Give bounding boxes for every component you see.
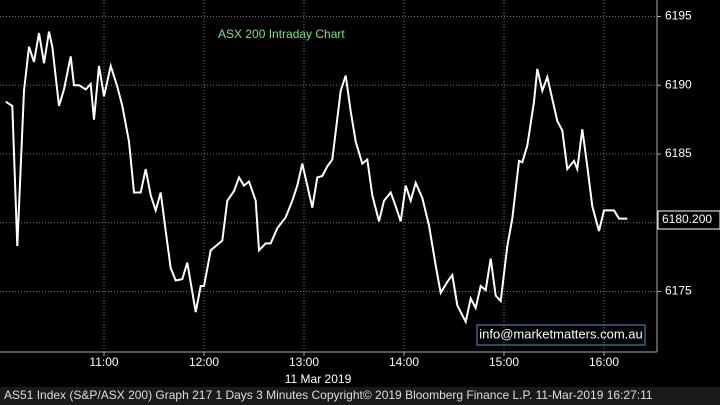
x-tick-label: 16:00 xyxy=(589,355,619,369)
footer: AS51 Index (S&P/ASX 200) Graph 217 1 Day… xyxy=(4,388,653,402)
x-tick-label: 13:00 xyxy=(289,355,319,369)
footer-bar xyxy=(0,387,720,405)
date-label: 11 Mar 2019 xyxy=(285,372,352,386)
x-tick-label: 14:00 xyxy=(389,355,419,369)
y-tick-label: 6190 xyxy=(665,77,692,91)
last-price-label: 6180.200 xyxy=(662,212,712,226)
watermark: info@marketmatters.com.au xyxy=(479,326,642,341)
y-tick-label: 6185 xyxy=(665,146,692,160)
x-tick-label: 11:00 xyxy=(89,355,118,369)
chart-title: ASX 200 Intraday Chart xyxy=(218,27,345,41)
y-tick-label: 6195 xyxy=(665,9,692,23)
last-price-box xyxy=(657,210,720,230)
x-tick-label: 15:00 xyxy=(489,355,519,369)
price-line xyxy=(5,31,628,325)
y-tick-label: 6175 xyxy=(665,284,692,298)
x-tick-label: 12:00 xyxy=(189,355,219,369)
watermark-box xyxy=(476,324,646,346)
